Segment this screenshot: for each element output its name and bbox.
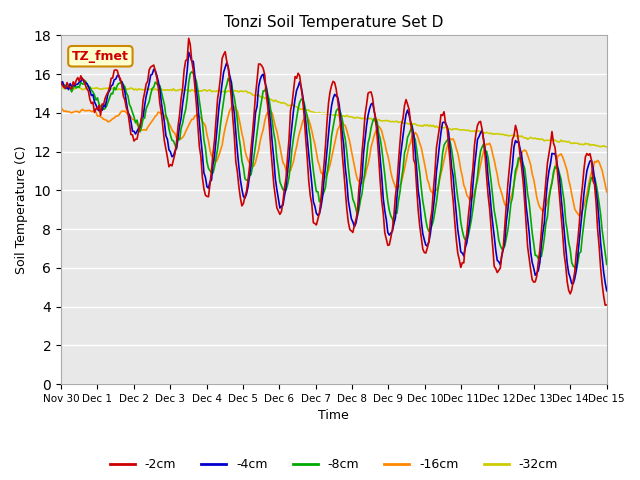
Legend: -2cm, -4cm, -8cm, -16cm, -32cm: -2cm, -4cm, -8cm, -16cm, -32cm	[105, 453, 563, 476]
Y-axis label: Soil Temperature (C): Soil Temperature (C)	[15, 145, 28, 274]
X-axis label: Time: Time	[319, 409, 349, 422]
Text: TZ_fmet: TZ_fmet	[72, 50, 129, 63]
Title: Tonzi Soil Temperature Set D: Tonzi Soil Temperature Set D	[224, 15, 444, 30]
